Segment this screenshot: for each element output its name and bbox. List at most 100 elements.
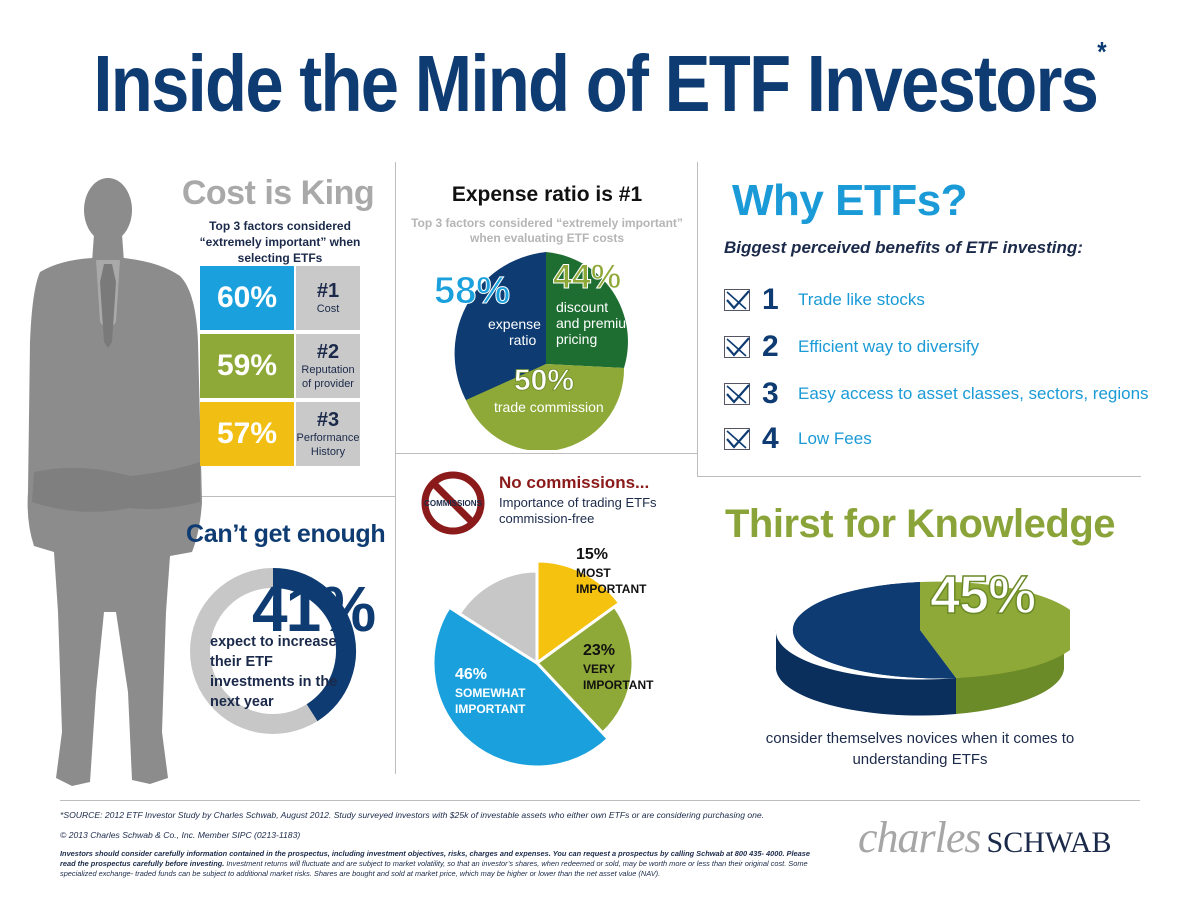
nc-slice-very <box>534 604 635 736</box>
no-commissions-sign-icon: COMMISSIONS <box>421 471 485 535</box>
divider-left-h <box>170 496 396 497</box>
factor-3-pct: 57% <box>200 402 294 466</box>
pie-side-green <box>956 630 1065 714</box>
cant-get-enough-ring <box>190 568 356 734</box>
thirst-title: Thirst for Knowledge <box>725 502 1116 546</box>
nc-very-label-2: IMPORTANT <box>583 678 654 692</box>
factor-1-name: Cost <box>316 303 340 315</box>
expense-slice-expense-ratio <box>454 252 546 404</box>
no-commissions-subtitle: Importance of trading ETFs commission-fr… <box>499 495 657 526</box>
expense-slice-trade-commission <box>466 364 625 450</box>
nc-somewhat-label-2: IMPORTANT <box>455 702 526 716</box>
factor-1-pct: 60% <box>200 266 294 330</box>
checkbox-checked-icon <box>724 336 750 358</box>
title-asterisk: * <box>1097 36 1107 67</box>
logo-schwab: SCHWAB <box>986 826 1112 859</box>
benefit-4-text: Low Fees <box>798 429 872 448</box>
factor-1-label: #1 Cost <box>296 266 360 330</box>
benefit-2-num: 2 <box>762 330 779 363</box>
nc-most-pct: 15% <box>576 546 609 563</box>
no-commissions-title: No commissions... <box>499 473 650 492</box>
expense-ratio-subtitle: Top 3 factors considered “extremely impo… <box>411 216 683 245</box>
nc-somewhat-label-1: SOMEWHAT <box>455 686 526 700</box>
divider-mid-h <box>395 453 697 454</box>
divider-right-h <box>697 476 1141 477</box>
benefit-2: 2 Efficient way to diversify <box>724 330 980 363</box>
cant-get-enough-title: Can’t get enough <box>186 520 386 548</box>
crossed-arms <box>32 462 200 512</box>
footer-copyright: © 2013 Charles Schwab & Co., Inc. Member… <box>60 830 301 840</box>
benefit-3-text: Easy access to asset classes, sectors, r… <box>798 384 1149 403</box>
factor-1-rank: #1 <box>316 280 340 302</box>
pie-top-navy-2 <box>792 582 956 679</box>
nc-most-label-1: MOST <box>576 566 611 580</box>
expense-slice-2-pct: 44% <box>552 258 622 297</box>
cost-is-king-subtitle: Top 3 factors considered “extremely impo… <box>199 219 361 265</box>
page-title-text: Inside the Mind of ETF Investors <box>93 39 1099 128</box>
expense-slice-2-label-3: pricing <box>556 331 598 347</box>
expense-slice-1-label-2: ratio <box>509 332 537 348</box>
expense-slice-3-label: trade commission <box>494 399 604 415</box>
cant-get-enough-text: expect to increase their ETF investments… <box>210 634 338 710</box>
nc-very-label-1: VERY <box>583 662 616 676</box>
benefit-1-text: Trade like stocks <box>798 290 925 309</box>
factor-3-rank: #3 <box>316 409 340 431</box>
pie-top-green <box>920 581 1070 678</box>
head <box>84 178 132 242</box>
neck <box>92 234 124 262</box>
disclaimer-bold: Investors should consider carefully info… <box>60 849 810 868</box>
factor-2-pct: 59% <box>200 334 294 398</box>
cost-is-king-title: Cost is King <box>181 174 375 212</box>
expense-slice-2-label-1: discount <box>556 299 609 315</box>
benefit-1: 1 Trade like stocks <box>724 283 925 316</box>
nc-most-label-2: IMPORTANT <box>576 582 647 596</box>
expense-ratio-title: Expense ratio is #1 <box>451 183 643 206</box>
cant-get-enough-pct: 41% <box>252 573 376 645</box>
body <box>27 258 202 786</box>
expense-slice-2-label-2: and premium <box>556 315 638 331</box>
expense-slice-3-pct: 50% <box>514 364 575 398</box>
sign-text: COMMISSIONS <box>424 499 482 508</box>
footer-disclaimer: Investors should consider carefully info… <box>60 849 820 879</box>
nc-somewhat-pct: 46% <box>455 666 488 683</box>
page-title: Inside the Mind of ETF Investors* <box>84 38 1116 124</box>
benefit-1-num: 1 <box>762 283 779 316</box>
charles-schwab-logo: charles SCHWAB <box>858 812 1112 863</box>
nc-slice-most <box>535 559 622 666</box>
checkbox-checked-icon <box>724 289 750 311</box>
nc-slice-somewhat <box>432 605 611 768</box>
divider-right <box>697 162 698 476</box>
benefit-3: 3 Easy access to asset classes, sectors,… <box>724 377 1149 410</box>
factor-2-label: #2 Reputation of provider <box>296 334 360 398</box>
businessman-silhouette <box>27 178 202 786</box>
factor-2-name: Reputation of provider <box>301 364 355 390</box>
checkbox-checked-icon <box>724 428 750 450</box>
why-etfs-subtitle: Biggest perceived benefits of ETF invest… <box>724 238 1083 257</box>
factor-3-name: Performance History <box>296 432 360 458</box>
thirst-text: consider themselves novices when it come… <box>765 730 1075 768</box>
factor-3-label: #3 Performance History <box>296 402 360 466</box>
benefit-3-num: 3 <box>762 377 779 410</box>
expense-slice-discount <box>546 252 628 368</box>
logo-charles: charles <box>858 813 982 862</box>
benefit-2-text: Efficient way to diversify <box>798 337 980 356</box>
pie-side-navy <box>775 630 956 716</box>
tie <box>100 264 116 348</box>
expense-slice-1-label-1: expense <box>488 316 541 332</box>
disclaimer-rest: Investment returns will fluctuate and ar… <box>60 859 808 878</box>
nc-very-pct: 23% <box>583 642 616 659</box>
footer-source: *SOURCE: 2012 ETF Investor Study by Char… <box>60 810 765 820</box>
divider-left <box>395 162 396 774</box>
benefit-4: 4 Low Fees <box>724 422 872 455</box>
checkbox-checked-icon <box>724 383 750 405</box>
thirst-pct: 45% <box>929 564 1037 626</box>
divider-footer <box>60 800 1140 801</box>
thirst-3d-pie <box>775 581 1070 716</box>
why-etfs-title: Why ETFs? <box>732 176 968 225</box>
expense-ratio-pie <box>454 252 628 450</box>
ring-value-arc <box>272 568 356 722</box>
benefit-4-num: 4 <box>762 422 779 455</box>
expense-slice-1-pct: 58% <box>433 270 511 313</box>
nc-slice-other <box>457 569 539 666</box>
no-commissions-pie <box>432 559 635 768</box>
